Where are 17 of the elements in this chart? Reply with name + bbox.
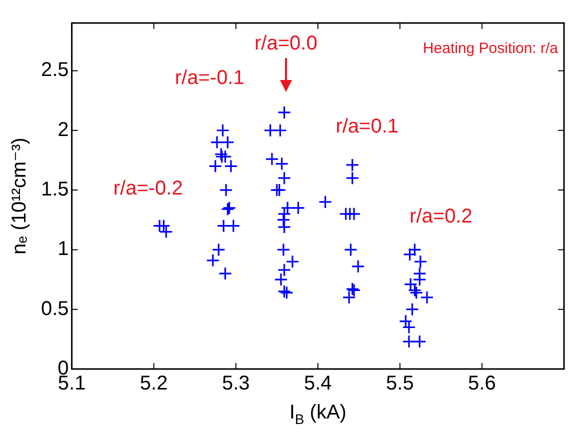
annotation: Heating Position: r/a xyxy=(422,40,559,58)
x-tick-label: 5.3 xyxy=(222,372,250,395)
x-tick-label: 5.2 xyxy=(140,372,168,395)
x-tick-label: 5.6 xyxy=(468,372,496,395)
annotation: r/a=0.1 xyxy=(336,115,399,138)
y-tick-label: 2 xyxy=(58,118,69,141)
y-tick-label: 2.5 xyxy=(40,59,69,82)
x-tick-label: 5.5 xyxy=(386,372,414,395)
annotation: r/a=0.0 xyxy=(254,32,318,54)
y-tick-label: 0.5 xyxy=(40,298,69,320)
annotation: r/a=0.2 xyxy=(410,205,472,228)
annotation: r/a=-0.2 xyxy=(113,178,183,200)
y-tick-label: 1 xyxy=(58,238,69,260)
y-axis-title: nₑ (10¹²cm⁻³) xyxy=(8,138,30,254)
y-tick-label: 1.5 xyxy=(40,178,69,201)
x-tick-label: 5.4 xyxy=(304,372,332,395)
annotation: r/a=-0.1 xyxy=(174,66,244,89)
